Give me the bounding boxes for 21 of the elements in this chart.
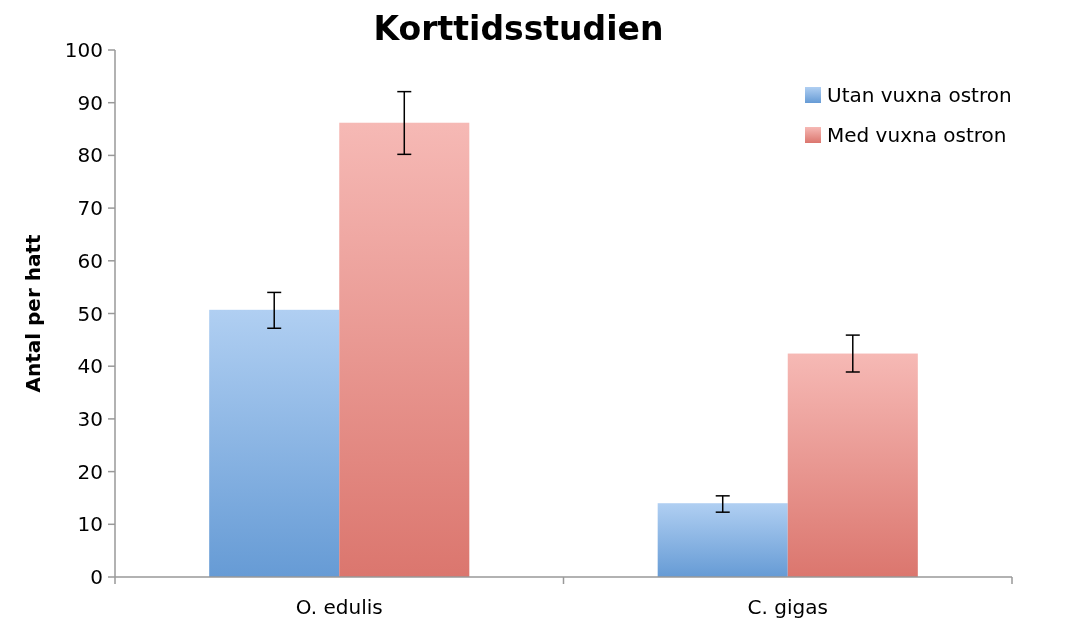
x-tick-label: O. edulis [295, 595, 383, 619]
y-tick-label: 80 [77, 143, 103, 168]
y-tick-label: 0 [90, 565, 103, 589]
bar [209, 309, 340, 577]
y-tick-label: 10 [77, 512, 103, 537]
y-tick-label: 20 [77, 459, 103, 484]
y-tick-label: 50 [77, 301, 103, 326]
bar [657, 503, 788, 577]
legend-label: Utan vuxna ostron [827, 83, 1012, 107]
legend-label: Med vuxna ostron [827, 123, 1007, 147]
chart-title: Korttidsstudien [373, 9, 664, 48]
y-tick-label: 40 [77, 354, 103, 379]
y-tick-label: 100 [64, 38, 103, 62]
x-tick-label: C. gigas [747, 595, 828, 619]
y-tick-label: 30 [77, 406, 103, 431]
y-tick-label: 60 [77, 248, 103, 273]
y-tick-label: 90 [77, 90, 103, 115]
y-axis-title: Antal per hatt [21, 233, 45, 393]
bar [339, 122, 470, 577]
y-tick-label: 70 [77, 196, 103, 221]
bar [787, 353, 918, 577]
